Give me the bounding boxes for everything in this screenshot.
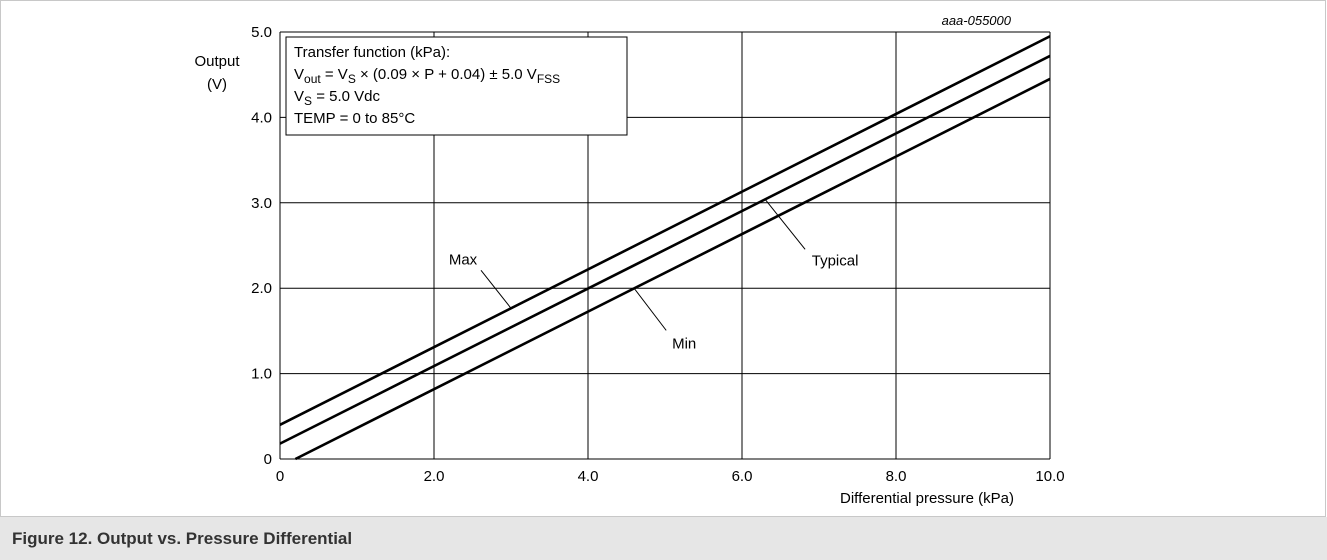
x-axis-label: Differential pressure (kPa) xyxy=(840,490,1014,507)
annotation-label-typical: Typical xyxy=(812,252,859,269)
series-line-min xyxy=(294,77,1051,461)
figure-frame: aaa-055000 Output (V) 0 1.0 2.0 3.0 4.0 5.0 0… xyxy=(0,0,1326,517)
transfer-function-box: Transfer function (kPa): Vout = VS × (0.… xyxy=(285,36,628,136)
x-tick-label-2: 4.0 xyxy=(578,468,599,485)
y-tick-labels: 0 1.0 2.0 3.0 4.0 5.0 xyxy=(251,24,272,468)
y-tick-label-3: 3.0 xyxy=(251,195,272,212)
temperature-line: TEMP = 0 to 85°C xyxy=(294,110,415,127)
annotation-label-min: Min xyxy=(672,335,696,352)
figure-caption: Figure 12. Output vs. Pressure Different… xyxy=(12,529,353,548)
x-tick-label-1: 2.0 xyxy=(424,468,445,485)
series-lines xyxy=(279,35,1051,461)
x-tick-label-3: 6.0 xyxy=(732,468,753,485)
y-tick-label-0: 0 xyxy=(264,451,272,468)
y-axis-label-line2: (V) xyxy=(207,76,227,93)
caption-bar: Figure 12. Output vs. Pressure Different… xyxy=(0,517,1327,560)
y-tick-label-1: 1.0 xyxy=(251,366,272,383)
annotation-label-max: Max xyxy=(449,251,478,268)
y-tick-label-4: 4.0 xyxy=(251,109,272,126)
figure-id-label: aaa-055000 xyxy=(942,13,1012,28)
transfer-function-title: Transfer function (kPa): xyxy=(294,44,450,61)
x-tick-label-0: 0 xyxy=(276,468,284,485)
transfer-function-box-frame xyxy=(285,36,628,136)
transfer-function-equation: Vout = VS × (0.09 × P + 0.04) ± 5.0 VFSS xyxy=(294,66,560,86)
annotation-leader-typical xyxy=(764,199,806,250)
chart: aaa-055000 Output (V) 0 1.0 2.0 3.0 4.0 5.0 0… xyxy=(194,13,1065,507)
series-annotations: Max Typical Min xyxy=(449,199,859,352)
series-line-max xyxy=(279,35,1051,427)
y-tick-label-5: 5.0 xyxy=(251,24,272,41)
annotation-leader-min xyxy=(633,288,667,331)
series-line-typical xyxy=(279,54,1051,445)
supply-voltage-line: VS = 5.0 Vdc xyxy=(294,88,380,108)
x-tick-labels: 0 2.0 4.0 6.0 8.0 10.0 xyxy=(276,468,1065,485)
y-tick-label-2: 2.0 xyxy=(251,280,272,297)
x-tick-label-5: 10.0 xyxy=(1035,468,1064,485)
x-tick-label-4: 8.0 xyxy=(886,468,907,485)
annotation-leader-max xyxy=(480,269,512,309)
y-axis-label-line1: Output xyxy=(194,53,240,70)
